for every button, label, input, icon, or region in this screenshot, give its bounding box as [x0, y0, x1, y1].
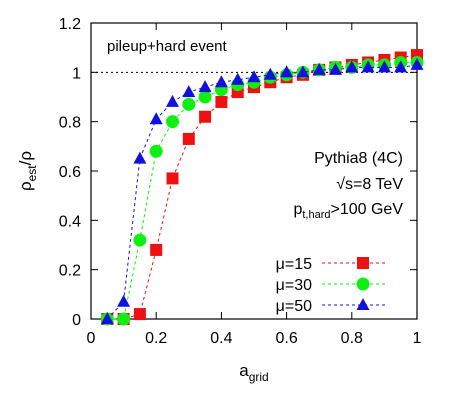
data-point: [133, 151, 147, 164]
annotation-energy: √s=8 TeV: [336, 176, 403, 193]
x-axis-label: agrid: [239, 361, 268, 384]
data-point: [182, 132, 195, 145]
data-point: [361, 60, 375, 73]
data-point: [215, 95, 228, 108]
data-point: [199, 110, 212, 123]
data-point: [100, 312, 114, 324]
data-point: [296, 65, 310, 78]
data-point: [117, 294, 131, 307]
series-group: [100, 49, 424, 326]
series-2: [100, 57, 424, 324]
data-point: [198, 90, 212, 104]
data-point: [231, 72, 245, 85]
data-point: [263, 67, 277, 80]
y-axis-label-sub: est: [25, 165, 39, 182]
y-axis-label-base: ρ: [16, 181, 35, 191]
legend: μ=15 μ=30 μ=50: [276, 256, 388, 315]
y-axis-label-tail: /ρ: [16, 151, 35, 165]
y-tick-label: 0.4: [59, 213, 81, 230]
axis-ticks: 0 0.2 0.4 0.6 0.8 1 0 0.2 0.4 0.6 0.8 1 1.2: [59, 16, 422, 347]
data-point: [149, 144, 163, 158]
legend-label: μ=30: [276, 277, 312, 294]
annotation-cut: pt,hard>100 GeV: [293, 201, 403, 221]
data-point: [182, 85, 196, 98]
y-tick-label: 1: [72, 65, 81, 82]
data-point: [150, 243, 163, 256]
data-point: [182, 97, 196, 111]
data-point: [198, 80, 212, 93]
data-point: [394, 60, 408, 73]
annotation-energy-value: 8 TeV: [362, 176, 403, 193]
data-point: [166, 94, 179, 107]
y-tick-label: 0.6: [59, 164, 81, 181]
data-point: [133, 308, 146, 321]
legend-label: μ=50: [276, 298, 312, 315]
legend-label: μ=15: [276, 256, 312, 273]
x-tick-label: 0.2: [145, 330, 167, 347]
annotation-energy-prefix: √s=: [336, 176, 362, 193]
data-point: [149, 112, 163, 125]
annotation-generator: Pythia8 (4C): [314, 150, 403, 167]
x-axis-label-sub: grid: [249, 370, 269, 384]
data-point: [280, 65, 294, 78]
y-tick-label: 0.2: [59, 263, 81, 280]
data-point: [166, 115, 179, 129]
legend-marker: [356, 277, 370, 291]
data-point: [329, 62, 342, 75]
x-tick-label: 0.6: [275, 330, 297, 347]
legend-marker: [357, 257, 369, 269]
y-tick-label: 1.2: [59, 16, 81, 33]
data-point: [377, 60, 391, 73]
y-tick-label: 0.8: [59, 115, 81, 132]
data-point: [345, 60, 359, 73]
data-point: [133, 233, 147, 247]
y-tick-label: 0: [72, 312, 81, 329]
legend-marker: [356, 298, 370, 310]
data-point: [312, 62, 326, 75]
annotation-pileup: pileup+hard event: [107, 38, 228, 55]
annotation-cut-base: p: [293, 201, 302, 218]
x-tick-label: 0.4: [210, 330, 232, 347]
data-point: [410, 57, 424, 70]
data-point: [166, 172, 179, 185]
annotation-cut-tail: >100 GeV: [331, 201, 404, 218]
data-point: [214, 75, 228, 88]
data-point: [247, 70, 261, 83]
data-point: [117, 312, 131, 326]
x-axis-label-base: a: [239, 361, 249, 380]
x-tick-label: 0: [87, 330, 96, 347]
x-tick-label: 1: [413, 330, 422, 347]
x-tick-label: 0.8: [341, 330, 363, 347]
annotation-cut-sub: t,hard: [302, 209, 330, 221]
y-axis-label: ρest/ρ: [16, 151, 39, 191]
